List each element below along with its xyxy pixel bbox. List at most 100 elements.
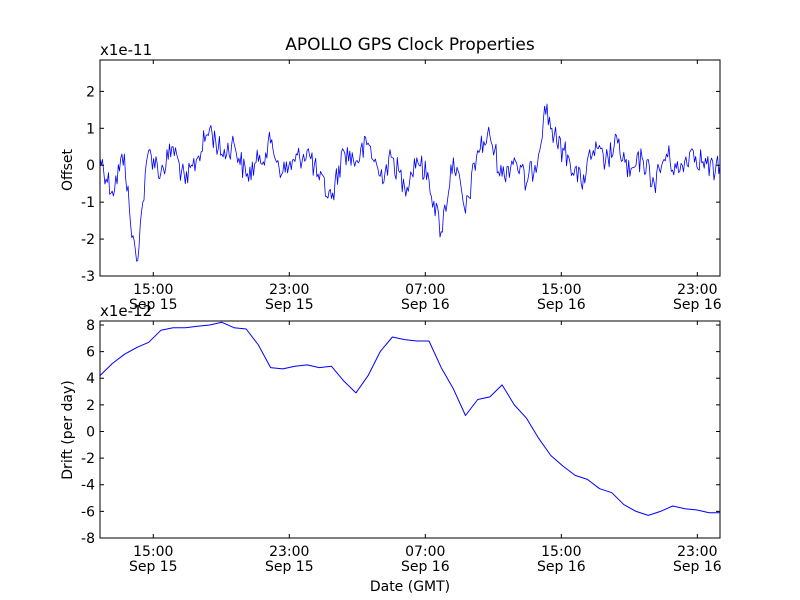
offset-data-point bbox=[714, 172, 716, 174]
drift-data-point bbox=[355, 392, 357, 394]
offset-data-point bbox=[136, 260, 138, 262]
drift-data-point bbox=[465, 415, 467, 417]
drift-y-tick-label: 2 bbox=[86, 398, 95, 414]
offset-data-point bbox=[702, 161, 704, 163]
drift-data-point bbox=[428, 340, 430, 342]
drift-data-point bbox=[550, 455, 552, 457]
drift-data-point bbox=[331, 366, 333, 368]
drift-data-point bbox=[648, 515, 650, 517]
offset-data-point bbox=[428, 179, 430, 181]
drift-y-tick-label: 4 bbox=[86, 371, 95, 387]
drift-data-point bbox=[416, 340, 418, 342]
offset-data-point bbox=[556, 142, 558, 144]
offset-data-point bbox=[306, 150, 308, 152]
offset-y-tick-label: 1 bbox=[86, 121, 95, 137]
offset-x-tick-time-label: 07:00 bbox=[405, 282, 445, 298]
drift-x-tick-date-label: Sep 15 bbox=[129, 559, 178, 575]
drift-data-point bbox=[379, 351, 381, 353]
drift-data-point bbox=[124, 354, 126, 356]
drift-data-point bbox=[538, 437, 540, 439]
offset-data-point bbox=[172, 146, 174, 148]
drift-data-point bbox=[599, 488, 601, 490]
offset-data-point bbox=[654, 183, 656, 185]
drift-x-tick-time-label: 07:00 bbox=[405, 544, 445, 560]
offset-data-point bbox=[197, 157, 199, 159]
drift-data-point bbox=[611, 492, 613, 494]
offset-series-line-0 bbox=[99, 103, 721, 262]
drift-data-point bbox=[343, 380, 345, 382]
offset-x-tick-date-label: Sep 16 bbox=[401, 297, 450, 313]
offset-data-point bbox=[453, 157, 455, 159]
offset-data-point bbox=[130, 224, 132, 226]
offset-x-tick-time-label: 15:00 bbox=[133, 282, 173, 298]
offset-data-point bbox=[392, 157, 394, 159]
drift-data-point bbox=[489, 396, 491, 398]
offset-data-point bbox=[209, 128, 211, 130]
drift-data-point bbox=[111, 363, 113, 365]
offset-data-point bbox=[690, 150, 692, 152]
offset-data-point bbox=[111, 190, 113, 192]
drift-data-point bbox=[270, 367, 272, 369]
offset-data-point bbox=[233, 142, 235, 144]
drift-data-point bbox=[623, 504, 625, 506]
offset-y-tick-label: 2 bbox=[86, 84, 95, 100]
offset-y-axis-label: Offset bbox=[60, 148, 76, 191]
offset-data-point bbox=[245, 176, 247, 178]
drift-data-point bbox=[404, 339, 406, 341]
drift-data-point bbox=[148, 342, 150, 344]
drift-data-point bbox=[440, 367, 442, 369]
drift-chart: x1e-12 Drift (per day) -8 -6 -4 -2 0 2 4 6 8 15:0… bbox=[60, 302, 722, 575]
offset-data-point bbox=[294, 161, 296, 163]
offset-data-point bbox=[440, 231, 442, 233]
offset-x-tick-date-label: Sep 16 bbox=[673, 297, 722, 313]
drift-y-tick-label: -4 bbox=[81, 478, 95, 494]
offset-data-point bbox=[544, 105, 546, 107]
offset-x-tick-time-label: 23:00 bbox=[677, 282, 717, 298]
offset-y-tick-label: -3 bbox=[81, 269, 95, 285]
drift-x-tick-time-label: 23:00 bbox=[269, 544, 309, 560]
offset-data-point bbox=[641, 157, 643, 159]
drift-data-point bbox=[282, 368, 284, 370]
offset-data-point bbox=[593, 150, 595, 152]
drift-data-point bbox=[684, 508, 686, 510]
drift-y-tick-label: 8 bbox=[86, 318, 95, 334]
offset-data-point bbox=[404, 187, 406, 189]
offset-data-point bbox=[355, 161, 357, 163]
offset-x-tick-date-label: Sep 15 bbox=[129, 297, 178, 313]
offset-data-point bbox=[221, 153, 223, 155]
offset-data-point bbox=[379, 176, 381, 178]
drift-data-point bbox=[185, 327, 187, 329]
offset-data-point bbox=[270, 142, 272, 144]
offset-data-point bbox=[501, 176, 503, 178]
drift-plot-frame bbox=[99, 320, 721, 539]
offset-x-tick-time-label: 15:00 bbox=[541, 282, 581, 298]
offset-data-point bbox=[282, 172, 284, 174]
drift-data-point bbox=[672, 505, 674, 507]
figure-title: APOLLO GPS Clock Properties bbox=[285, 35, 535, 55]
drift-y-tick-label: -8 bbox=[81, 531, 95, 547]
offset-data-point bbox=[477, 150, 479, 152]
offset-series-layer bbox=[99, 103, 721, 262]
offset-data-point bbox=[465, 212, 467, 214]
offset-data-point bbox=[580, 183, 582, 185]
offset-data-point bbox=[367, 142, 369, 144]
offset-data-point bbox=[538, 153, 540, 155]
drift-data-point bbox=[172, 327, 174, 329]
drift-data-point bbox=[209, 324, 211, 326]
drift-data-point bbox=[477, 399, 479, 401]
offset-data-point bbox=[331, 198, 333, 200]
offset-data-point bbox=[258, 161, 260, 163]
offset-data-point bbox=[629, 176, 631, 178]
drift-data-point bbox=[258, 344, 260, 346]
drift-data-point bbox=[160, 330, 162, 332]
offset-data-point bbox=[489, 135, 491, 137]
offset-data-point bbox=[666, 153, 668, 155]
drift-data-point bbox=[306, 364, 308, 366]
offset-data-point bbox=[343, 150, 345, 152]
offset-data-point bbox=[160, 172, 162, 174]
offset-y-tick-label: -2 bbox=[81, 232, 95, 248]
drift-data-point bbox=[245, 328, 247, 330]
